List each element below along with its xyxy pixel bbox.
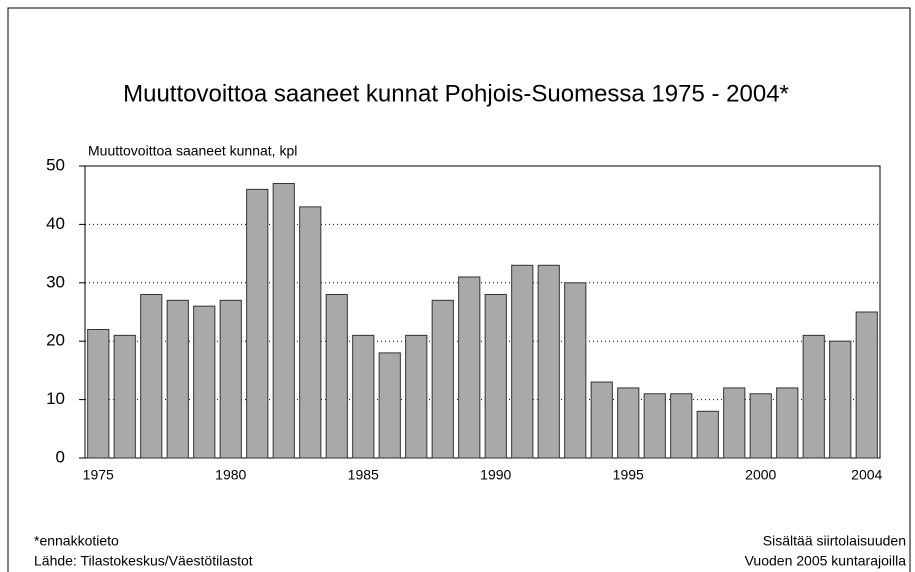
bar — [113, 334, 136, 459]
note: Vuoden 2005 kuntarajoilla — [745, 553, 907, 569]
bar — [855, 311, 878, 459]
bar — [590, 381, 613, 459]
y-tick-label: 50 — [46, 155, 65, 174]
bar — [723, 387, 746, 459]
y-tick-label: 30 — [46, 272, 65, 291]
bar — [352, 334, 375, 459]
frame — [7, 7, 911, 572]
bar — [696, 410, 719, 459]
bar — [140, 293, 163, 459]
bar — [643, 393, 666, 459]
y-tick-label: 20 — [46, 331, 65, 350]
x-tick-label: 2000 — [745, 467, 776, 483]
bar — [749, 393, 772, 459]
bar — [405, 334, 428, 459]
note: Lähde: Tilastokeskus/Väestötilastot — [34, 553, 253, 569]
bar — [617, 387, 640, 459]
y-axis-label: Muuttovoittoa saaneet kunnat, kpl — [88, 143, 297, 159]
bar — [511, 264, 534, 459]
bar — [458, 276, 481, 459]
bar — [829, 340, 852, 459]
bar — [272, 183, 295, 459]
bar — [246, 188, 269, 459]
bar — [431, 299, 454, 459]
chart-title: Muuttovoittoa saaneet kunnat Pohjois-Suo… — [123, 80, 789, 107]
x-tick-label: 1980 — [215, 467, 246, 483]
x-tick-label: 1975 — [83, 467, 114, 483]
x-tick-label: 1990 — [480, 467, 511, 483]
bar — [670, 393, 693, 459]
bar — [378, 352, 401, 459]
x-tick-label: 2004 — [851, 467, 882, 483]
bar — [537, 264, 560, 459]
bar — [802, 334, 825, 459]
x-tick-label: 1995 — [613, 467, 644, 483]
bar — [87, 329, 110, 459]
bar — [564, 282, 587, 459]
bar — [325, 293, 348, 459]
bar — [484, 293, 507, 459]
y-tick-label: 40 — [46, 214, 65, 233]
bar — [166, 299, 189, 459]
note: Sisältää siirtolaisuuden — [763, 533, 906, 549]
bar — [776, 387, 799, 459]
note: *ennakkotieto — [34, 533, 119, 549]
bar — [193, 305, 216, 459]
plot-frame — [84, 165, 881, 459]
x-tick-label: 1985 — [348, 467, 379, 483]
bar — [219, 299, 242, 459]
y-tick-label: 10 — [46, 389, 65, 408]
bar — [299, 206, 322, 459]
y-tick-label: 0 — [56, 447, 65, 466]
